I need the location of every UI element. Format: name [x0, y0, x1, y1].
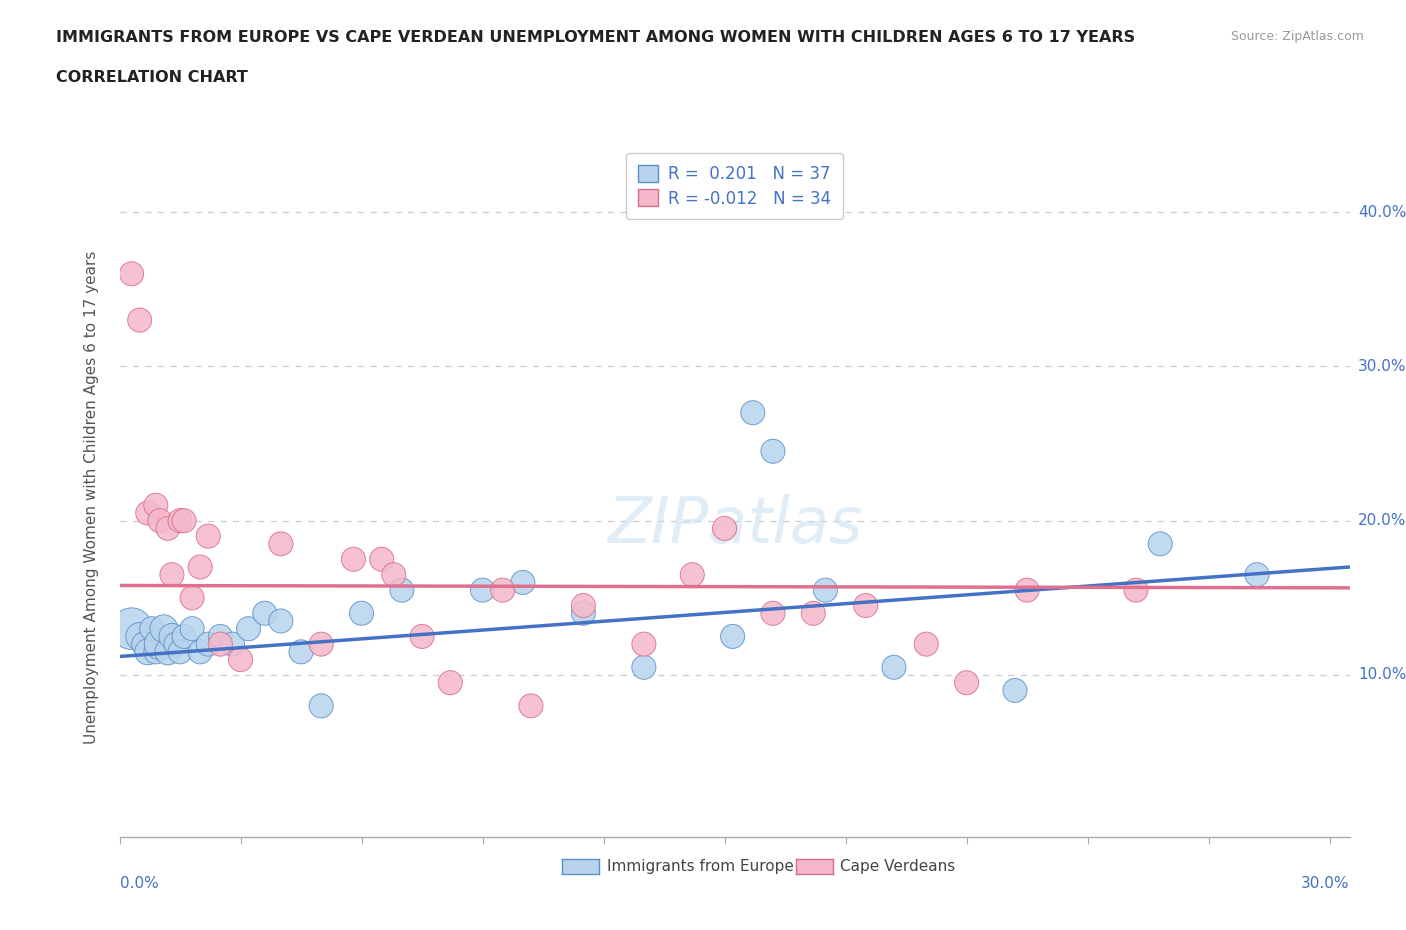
Point: [342, 551, 364, 566]
Text: 30.0%: 30.0%: [1302, 876, 1350, 891]
Point: [741, 405, 763, 420]
Text: Immigrants from Europe: Immigrants from Europe: [607, 859, 793, 874]
Point: [141, 621, 163, 636]
Point: [1149, 537, 1171, 551]
Point: [350, 605, 373, 620]
Point: [309, 637, 332, 652]
Point: [209, 637, 232, 652]
Point: [1015, 583, 1038, 598]
Text: Source: ZipAtlas.com: Source: ZipAtlas.com: [1230, 30, 1364, 43]
Point: [391, 583, 413, 598]
Point: [915, 637, 938, 652]
Point: [471, 583, 494, 598]
Point: [136, 644, 159, 659]
Point: [572, 605, 595, 620]
Point: [156, 644, 179, 659]
Point: [181, 621, 204, 636]
Point: [132, 637, 155, 652]
Point: [121, 266, 143, 281]
Point: [169, 513, 191, 528]
Point: [411, 629, 433, 644]
Point: [492, 583, 515, 598]
Point: [188, 644, 211, 659]
Point: [762, 444, 785, 458]
Text: 40.0%: 40.0%: [1358, 205, 1406, 219]
Text: 10.0%: 10.0%: [1358, 668, 1406, 683]
Point: [188, 560, 211, 575]
Text: ZIPatlas: ZIPatlas: [607, 494, 862, 556]
Point: [855, 598, 877, 613]
Point: [153, 621, 176, 636]
Point: [209, 629, 232, 644]
Point: [681, 567, 703, 582]
Point: [121, 621, 143, 636]
Point: [370, 551, 392, 566]
Y-axis label: Unemployment Among Women with Children Ages 6 to 17 years: Unemployment Among Women with Children A…: [84, 251, 98, 744]
Point: [814, 583, 837, 598]
Point: [169, 644, 191, 659]
Point: [1004, 683, 1026, 698]
Point: [160, 567, 183, 582]
Point: [238, 621, 260, 636]
Point: [221, 637, 243, 652]
Point: [633, 660, 655, 675]
Point: [762, 605, 785, 620]
Point: [253, 605, 276, 620]
Point: [197, 637, 219, 652]
Point: [883, 660, 905, 675]
Point: [955, 675, 977, 690]
Point: [520, 698, 543, 713]
Point: [439, 675, 461, 690]
Point: [270, 537, 292, 551]
Text: 30.0%: 30.0%: [1358, 359, 1406, 374]
Point: [197, 528, 219, 543]
Point: [156, 521, 179, 536]
Point: [145, 498, 167, 512]
Point: [309, 698, 332, 713]
Point: [713, 521, 735, 536]
Point: [633, 637, 655, 652]
Point: [149, 513, 172, 528]
Point: [290, 644, 312, 659]
Point: [572, 598, 595, 613]
Text: IMMIGRANTS FROM EUROPE VS CAPE VERDEAN UNEMPLOYMENT AMONG WOMEN WITH CHILDREN AG: IMMIGRANTS FROM EUROPE VS CAPE VERDEAN U…: [56, 30, 1136, 45]
Point: [128, 629, 150, 644]
Point: [270, 614, 292, 629]
Point: [173, 513, 195, 528]
Point: [721, 629, 744, 644]
Point: [160, 629, 183, 644]
Point: [801, 605, 824, 620]
Point: [181, 591, 204, 605]
Point: [1125, 583, 1147, 598]
Point: [1246, 567, 1268, 582]
Point: [149, 637, 172, 652]
Text: CORRELATION CHART: CORRELATION CHART: [56, 70, 247, 85]
Text: Cape Verdeans: Cape Verdeans: [841, 859, 956, 874]
Legend: R =  0.201   N = 37, R = -0.012   N = 34: R = 0.201 N = 37, R = -0.012 N = 34: [627, 153, 842, 219]
Point: [173, 629, 195, 644]
Point: [512, 575, 534, 590]
Point: [382, 567, 405, 582]
Point: [229, 652, 252, 667]
Point: [128, 312, 150, 327]
Point: [165, 637, 187, 652]
Point: [136, 506, 159, 521]
Text: 20.0%: 20.0%: [1358, 513, 1406, 528]
Text: 0.0%: 0.0%: [120, 876, 159, 891]
Point: [145, 644, 167, 659]
